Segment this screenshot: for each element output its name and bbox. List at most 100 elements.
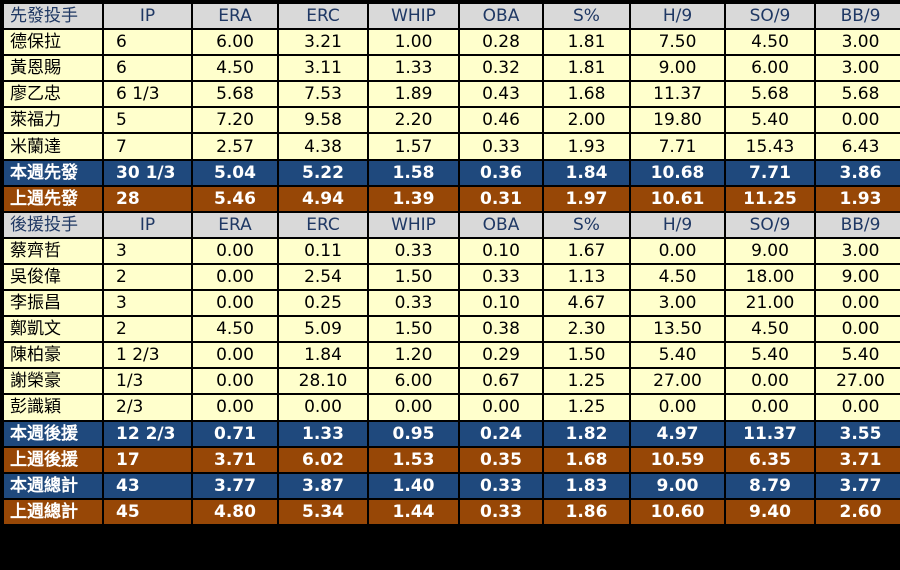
stat-cell: 0.00 [193, 369, 277, 394]
column-header: BB/9 [816, 4, 900, 29]
column-header: ERC [279, 212, 367, 237]
stat-cell: 6.00 [726, 56, 814, 81]
stat-cell: 0.29 [460, 343, 542, 368]
stat-cell: 11.25 [726, 186, 814, 211]
stat-cell: 0.00 [193, 264, 277, 290]
column-header: WHIP [369, 212, 458, 237]
stat-cell: 0.00 [816, 395, 900, 420]
stat-cell: 10.60 [631, 499, 724, 524]
column-header: OBA [460, 4, 542, 29]
stat-cell: 1 2/3 [104, 343, 191, 368]
column-header: H/9 [631, 4, 724, 29]
starters-this-week-row: 本週先發 30 1/3 5.04 5.22 1.58 0.36 1.84 10.68 7.71 3… [4, 160, 900, 185]
stat-cell: 4.50 [726, 317, 814, 342]
stat-cell: 1.33 [279, 421, 367, 446]
stat-cell: 1.25 [544, 369, 629, 394]
column-header: OBA [460, 212, 542, 237]
relievers-this-week-row: 本週後援 12 2/3 0.71 1.33 0.95 0.24 1.82 4.97 11.37 3… [4, 421, 900, 446]
stat-cell: 9.00 [631, 56, 724, 81]
totals-this-week-row: 本週總計 43 3.77 3.87 1.40 0.33 1.83 9.00 8.79 3.77 [4, 473, 900, 498]
stat-cell: 1.44 [369, 499, 458, 524]
stat-cell: 3.55 [816, 421, 900, 446]
stat-cell: 6 [104, 30, 191, 55]
stat-cell: 0.33 [369, 291, 458, 316]
pitcher-name: 廖乙忠 [4, 82, 102, 107]
relievers-header-row: 後援投手 IP ERA ERC WHIP OBA S% H/9 SO/9 BB/9 [4, 212, 900, 237]
column-header: IP [104, 4, 191, 29]
stat-cell: 5.09 [279, 317, 367, 342]
stat-cell: 4.67 [544, 291, 629, 316]
stat-cell: 7.71 [631, 134, 724, 159]
stat-cell: 1.97 [544, 186, 629, 211]
stat-cell: 0.32 [460, 56, 542, 81]
column-header: IP [104, 212, 191, 237]
stat-cell: 0.00 [726, 369, 814, 394]
stat-cell: 3.71 [193, 447, 277, 472]
stat-cell: 0.00 [193, 238, 277, 263]
stat-cell: 1.81 [544, 56, 629, 81]
stat-cell: 1.84 [544, 160, 629, 185]
stat-cell: 12 2/3 [104, 421, 191, 446]
pitcher-name: 本週後援 [4, 421, 102, 446]
stat-cell: 1.25 [544, 395, 629, 420]
stat-cell: 30 1/3 [104, 160, 191, 185]
table-row: 萊福力 5 7.20 9.58 2.20 0.46 2.00 19.80 5.40 0.00 [4, 108, 900, 133]
stat-cell: 0.71 [193, 421, 277, 446]
stat-cell: 0.31 [460, 186, 542, 211]
stat-cell: 4.94 [279, 186, 367, 211]
stat-cell: 0.36 [460, 160, 542, 185]
stat-cell: 0.46 [460, 108, 542, 133]
stat-cell: 4.50 [193, 317, 277, 342]
stat-cell: 2 [104, 264, 191, 290]
stat-cell: 3.87 [279, 473, 367, 498]
table-body: 先發投手 IP ERA ERC WHIP OBA S% H/9 SO/9 BB/9 德保拉 6 6.00… [4, 4, 900, 524]
stat-cell: 0.33 [460, 134, 542, 159]
stat-cell: 27.00 [631, 369, 724, 394]
stat-cell: 3 [104, 291, 191, 316]
stat-cell: 0.24 [460, 421, 542, 446]
table-row: 黃恩賜 6 4.50 3.11 1.33 0.32 1.81 9.00 6.00 3.00 [4, 56, 900, 81]
pitcher-name: 本週總計 [4, 473, 102, 498]
stat-cell: 17 [104, 447, 191, 472]
stat-cell: 0.35 [460, 447, 542, 472]
table-row: 吳俊偉 2 0.00 2.54 1.50 0.33 1.13 4.50 18.00 9.00 [4, 264, 900, 290]
pitcher-name: 陳柏豪 [4, 343, 102, 368]
stat-cell: 0.33 [460, 473, 542, 498]
stat-cell: 3.71 [816, 447, 900, 472]
stat-cell: 21.00 [726, 291, 814, 316]
stat-cell: 0.33 [369, 238, 458, 263]
stat-cell: 2.60 [816, 499, 900, 524]
stat-cell: 3.86 [816, 160, 900, 185]
stat-cell: 3.11 [279, 56, 367, 81]
stat-cell: 3.77 [193, 473, 277, 498]
stat-cell: 43 [104, 473, 191, 498]
stat-cell: 5.68 [726, 82, 814, 107]
stat-cell: 3.21 [279, 30, 367, 55]
stat-cell: 9.58 [279, 108, 367, 133]
stat-cell: 7.50 [631, 30, 724, 55]
stat-cell: 5.40 [816, 343, 900, 368]
stat-cell: 0.43 [460, 82, 542, 107]
section-header-label: 後援投手 [4, 212, 102, 237]
table-row: 陳柏豪 1 2/3 0.00 1.84 1.20 0.29 1.50 5.40 5.40 5.40 [4, 343, 900, 368]
column-header: ERA [193, 212, 277, 237]
stat-cell: 8.79 [726, 473, 814, 498]
stat-cell: 11.37 [631, 82, 724, 107]
stat-cell: 1/3 [104, 369, 191, 394]
stat-cell: 2.57 [193, 134, 277, 159]
column-header: WHIP [369, 4, 458, 29]
stat-cell: 1.40 [369, 473, 458, 498]
starters-header-row: 先發投手 IP ERA ERC WHIP OBA S% H/9 SO/9 BB/9 [4, 4, 900, 29]
stat-cell: 2/3 [104, 395, 191, 420]
stat-cell: 3 [104, 238, 191, 263]
stat-cell: 0.00 [460, 395, 542, 420]
stat-cell: 4.80 [193, 499, 277, 524]
stat-cell: 1.68 [544, 82, 629, 107]
stat-cell: 3.00 [816, 238, 900, 263]
table-row: 謝榮豪 1/3 0.00 28.10 6.00 0.67 1.25 27.00 0.00 27.0… [4, 369, 900, 394]
pitcher-name: 彭識穎 [4, 395, 102, 420]
stat-cell: 7 [104, 134, 191, 159]
stat-cell: 6 1/3 [104, 82, 191, 107]
stat-cell: 10.68 [631, 160, 724, 185]
pitcher-name: 米蘭達 [4, 134, 102, 159]
